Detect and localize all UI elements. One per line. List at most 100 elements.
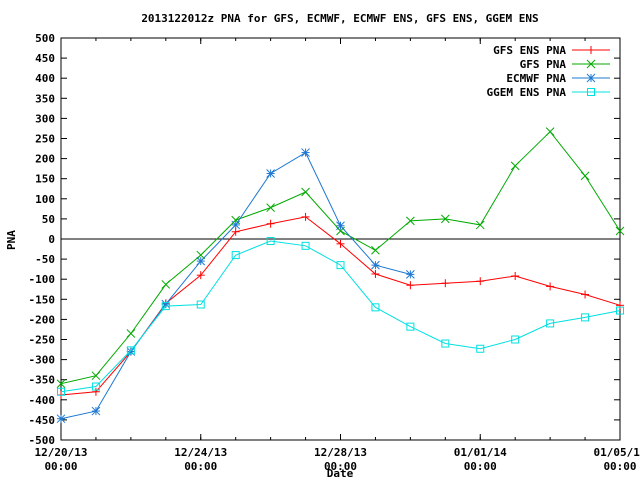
data-point-gfs-ens-pna: [476, 277, 485, 286]
y-tick-label: 250: [35, 133, 55, 146]
data-point-ggem-ens-pna: [406, 322, 415, 331]
legend-marker-gfs-ens-pna: [587, 46, 595, 54]
data-point-ggem-ens-pna: [616, 306, 624, 315]
y-tick-label: -450: [29, 414, 56, 427]
y-tick-label: 400: [35, 72, 55, 85]
data-point-gfs-ens-pna: [91, 387, 100, 396]
y-tick-label: 0: [48, 233, 55, 246]
data-point-gfs-pna: [371, 245, 380, 255]
data-point-ecmwf-pna: [406, 270, 415, 279]
data-point-gfs-pna: [406, 216, 415, 226]
x-tick-label-time: 00:00: [184, 460, 217, 473]
data-point-gfs-pna: [510, 161, 520, 171]
data-point-ggem-ens-pna: [266, 237, 275, 246]
legend-label-gfs-ens-pna: GFS ENS PNA: [493, 44, 566, 57]
y-axis-label: PNA: [5, 230, 18, 250]
data-point-ggem-ens-pna: [91, 382, 100, 391]
data-point-gfs-ens-pna: [441, 279, 450, 288]
legend-marker-ecmwf-pna: [586, 73, 596, 83]
data-point-gfs-pna: [126, 329, 136, 338]
data-point-gfs-ens-pna: [231, 227, 240, 236]
data-point-gfs-ens-pna: [406, 281, 415, 290]
y-tick-label: -300: [29, 354, 56, 367]
x-tick-label: 12/20/13: [35, 446, 88, 459]
x-tick-label: 12/24/13: [174, 446, 227, 459]
series-ggem-ens-pna: [57, 237, 624, 396]
y-tick-label: 150: [35, 173, 55, 186]
data-point-gfs-pna: [580, 171, 590, 181]
y-tick-label: 100: [35, 193, 55, 206]
data-point-gfs-pna: [56, 379, 66, 389]
y-tick-label: -250: [29, 334, 56, 347]
axes: 500450400350300250200150100500-50-100-15…: [29, 32, 640, 473]
data-point-gfs-pna: [615, 226, 625, 236]
series-lines: [56, 127, 625, 424]
x-tick-label: 01/01/14: [454, 446, 507, 459]
data-point-ggem-ens-pna: [441, 339, 450, 348]
x-tick-label-time: 00:00: [44, 460, 77, 473]
series-gfs-pna: [56, 127, 625, 389]
data-point-ecmwf-pna: [91, 406, 101, 416]
y-tick-label: -500: [29, 434, 56, 447]
data-point-ecmwf-pna: [56, 414, 66, 424]
series-line-ggem-ens-pna: [60, 240, 621, 393]
data-point-gfs-pna: [475, 220, 485, 230]
y-tick-label: -200: [29, 313, 56, 326]
data-point-gfs-pna: [161, 280, 171, 289]
series-line-gfs-pna: [60, 130, 621, 385]
legend-marker-ggem-ens-pna: [587, 88, 595, 96]
data-point-gfs-pna: [440, 214, 450, 224]
x-tick-label: 01/05/14: [594, 446, 640, 459]
data-point-gfs-pna: [266, 203, 275, 212]
data-point-gfs-pna: [91, 371, 101, 381]
data-point-ggem-ens-pna: [371, 303, 380, 312]
y-tick-label: 200: [35, 153, 55, 166]
data-point-gfs-ens-pna: [616, 301, 624, 310]
data-point-ggem-ens-pna: [476, 344, 485, 353]
y-tick-label: -150: [29, 293, 56, 306]
data-point-ecmwf-pna: [161, 299, 171, 309]
data-point-ecmwf-pna: [301, 148, 310, 157]
y-tick-label: -350: [29, 374, 56, 387]
series-ecmwf-pna: [56, 148, 415, 424]
data-point-gfs-ens-pna: [336, 239, 345, 248]
data-point-gfs-ens-pna: [371, 269, 380, 278]
data-point-ggem-ens-pna: [57, 387, 65, 396]
x-tick-label-time: 00:00: [464, 460, 497, 473]
data-point-gfs-ens-pna: [511, 271, 520, 280]
series-gfs-ens-pna: [57, 212, 624, 399]
y-tick-label: 350: [35, 92, 55, 105]
data-point-gfs-ens-pna: [546, 282, 555, 291]
data-point-gfs-ens-pna: [196, 271, 205, 280]
y-tick-label: 300: [35, 112, 55, 125]
data-point-gfs-ens-pna: [581, 290, 590, 299]
legend-label-ggem-ens-pna: GGEM ENS PNA: [487, 86, 567, 99]
data-point-ecmwf-pna: [196, 256, 206, 266]
data-point-ggem-ens-pna: [196, 300, 205, 309]
data-point-gfs-ens-pna: [301, 212, 310, 221]
data-point-gfs-ens-pna: [266, 219, 275, 228]
data-point-gfs-pna: [545, 127, 555, 137]
data-point-ggem-ens-pna: [336, 261, 345, 270]
x-axis-label: Date: [327, 467, 354, 480]
y-tick-label: 50: [42, 213, 55, 226]
x-tick-label-time: 00:00: [324, 460, 357, 473]
legend-label-gfs-pna: GFS PNA: [520, 58, 567, 71]
data-point-gfs-pna: [301, 187, 310, 197]
data-point-ecmwf-pna: [266, 169, 275, 178]
chart-title: 2013122012z PNA for GFS, ECMWF, ECMWF EN…: [141, 12, 538, 25]
data-point-ecmwf-pna: [126, 347, 136, 356]
y-tick-label: -400: [29, 394, 56, 407]
data-point-ggem-ens-pna: [546, 319, 555, 328]
data-point-ggem-ens-pna: [161, 302, 170, 311]
data-point-ggem-ens-pna: [511, 335, 520, 344]
legend-marker-gfs-pna: [586, 59, 596, 69]
y-tick-label: 450: [35, 52, 55, 65]
data-point-ggem-ens-pna: [231, 251, 240, 260]
data-point-ecmwf-pna: [371, 260, 380, 270]
data-point-ecmwf-pna: [336, 221, 345, 231]
data-point-ggem-ens-pna: [581, 313, 590, 322]
x-tick-label-time: 00:00: [603, 460, 636, 473]
